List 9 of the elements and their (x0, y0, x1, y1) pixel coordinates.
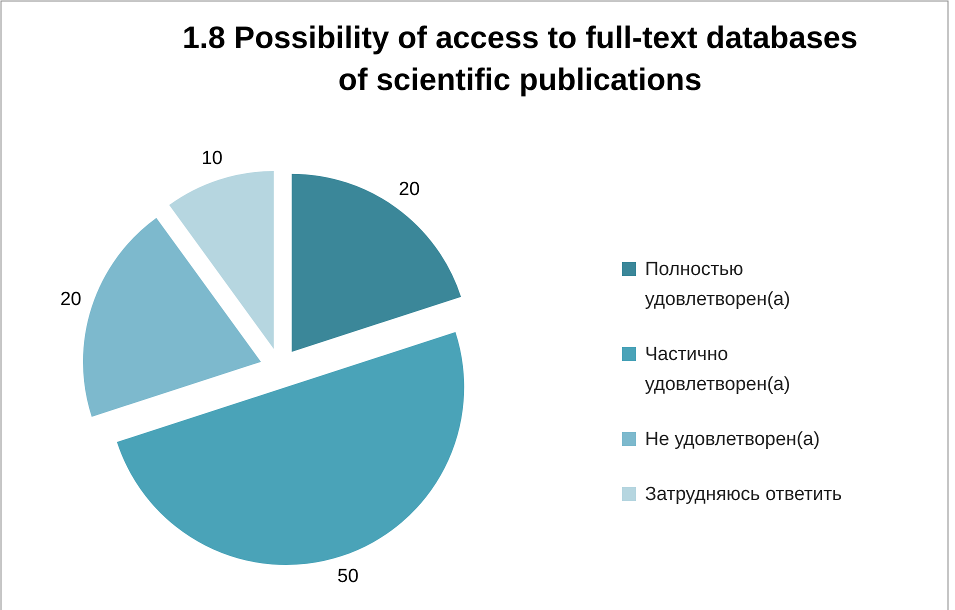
data-label: 50 (337, 566, 359, 588)
data-label: 20 (398, 179, 420, 200)
data-label: 10 (201, 148, 223, 169)
legend-label: Частично удовлетворен(а) (645, 344, 790, 396)
data-label: 20 (60, 289, 82, 310)
legend-label: Полностью удовлетворен(а) (645, 259, 790, 310)
legend-label: Не удовлетворен(а) (645, 429, 820, 450)
legend-label: Затрудняюсь ответить (645, 484, 842, 506)
chart-title: 1.8 Possibility of access to full-text databases of scientific publications (182, 20, 858, 97)
